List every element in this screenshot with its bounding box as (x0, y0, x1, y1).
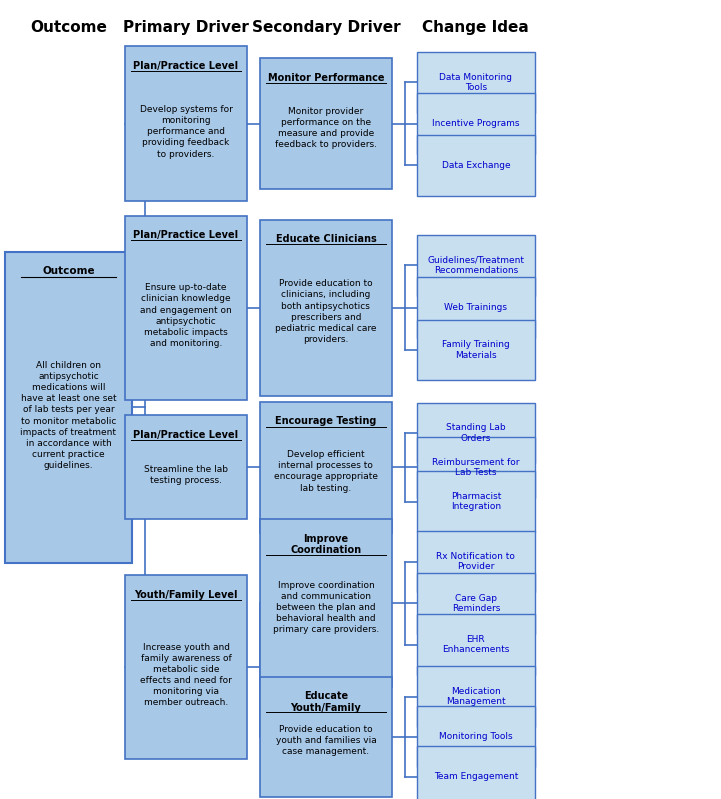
Text: Medication
Management: Medication Management (446, 687, 505, 706)
Text: Outcome: Outcome (43, 266, 94, 276)
FancyBboxPatch shape (260, 58, 392, 189)
FancyBboxPatch shape (125, 46, 247, 201)
Text: Plan/Practice Level: Plan/Practice Level (133, 61, 239, 71)
FancyBboxPatch shape (417, 135, 535, 196)
Text: Outcome: Outcome (30, 21, 107, 35)
FancyBboxPatch shape (417, 471, 535, 532)
Text: Web Trainings: Web Trainings (444, 303, 508, 312)
FancyBboxPatch shape (260, 220, 392, 396)
Text: Standing Lab
Orders: Standing Lab Orders (446, 423, 505, 443)
Text: Family Training
Materials: Family Training Materials (442, 340, 510, 360)
FancyBboxPatch shape (417, 573, 535, 634)
FancyBboxPatch shape (125, 216, 247, 400)
Text: Improve coordination
and communication
between the plan and
behavioral health an: Improve coordination and communication b… (273, 581, 379, 634)
FancyBboxPatch shape (417, 320, 535, 380)
Text: Monitor provider
performance on the
measure and provide
feedback to providers.: Monitor provider performance on the meas… (275, 107, 377, 149)
FancyBboxPatch shape (260, 519, 392, 687)
Text: Educate Clinicians: Educate Clinicians (275, 234, 376, 244)
Text: Change Idea: Change Idea (423, 21, 529, 35)
Text: All children on
antipsychotic
medications will
have at least one set
of lab test: All children on antipsychotic medication… (20, 361, 117, 470)
FancyBboxPatch shape (417, 531, 535, 592)
Text: Encourage Testing: Encourage Testing (275, 416, 376, 427)
Text: Rx Notification to
Provider: Rx Notification to Provider (436, 552, 516, 571)
Text: Streamline the lab
testing process.: Streamline the lab testing process. (144, 465, 228, 486)
Text: Improve
Coordination: Improve Coordination (291, 534, 361, 555)
Text: Care Gap
Reminders: Care Gap Reminders (451, 594, 500, 613)
FancyBboxPatch shape (5, 252, 132, 563)
FancyBboxPatch shape (417, 403, 535, 463)
Text: Incentive Programs: Incentive Programs (432, 119, 520, 129)
FancyBboxPatch shape (260, 677, 392, 797)
Text: Increase youth and
family awareness of
metabolic side
effects and need for
monit: Increase youth and family awareness of m… (140, 643, 232, 707)
Text: Provide education to
clinicians, including
both antipsychotics
prescribers and
p: Provide education to clinicians, includi… (275, 280, 376, 344)
FancyBboxPatch shape (417, 235, 535, 296)
FancyBboxPatch shape (417, 614, 535, 675)
Text: Primary Driver: Primary Driver (123, 21, 249, 35)
Text: Develop systems for
monitoring
performance and
providing feedback
to providers.: Develop systems for monitoring performan… (140, 105, 232, 158)
Text: Youth/Family Level: Youth/Family Level (134, 590, 238, 600)
Text: Monitoring Tools: Monitoring Tools (439, 732, 513, 741)
FancyBboxPatch shape (260, 402, 392, 533)
FancyBboxPatch shape (417, 706, 535, 767)
Text: Provide education to
youth and families via
case management.: Provide education to youth and families … (275, 725, 376, 757)
FancyBboxPatch shape (417, 746, 535, 799)
FancyBboxPatch shape (417, 437, 535, 498)
Text: Ensure up-to-date
clinician knowledge
and engagement on
antipsychotic
metabolic : Ensure up-to-date clinician knowledge an… (140, 284, 232, 348)
Text: Reimbursement for
Lab Tests: Reimbursement for Lab Tests (432, 458, 520, 477)
Text: Plan/Practice Level: Plan/Practice Level (133, 430, 239, 440)
Text: Team Engagement: Team Engagement (433, 772, 518, 781)
Text: Plan/Practice Level: Plan/Practice Level (133, 230, 239, 240)
FancyBboxPatch shape (417, 666, 535, 727)
Text: EHR
Enhancements: EHR Enhancements (442, 635, 510, 654)
Text: Data Monitoring
Tools: Data Monitoring Tools (439, 73, 513, 92)
FancyBboxPatch shape (417, 277, 535, 338)
Text: Educate
Youth/Family: Educate Youth/Family (291, 691, 361, 713)
FancyBboxPatch shape (417, 52, 535, 113)
Text: Develop efficient
internal processes to
encourage appropriate
lab testing.: Develop efficient internal processes to … (274, 451, 378, 492)
Text: Monitor Performance: Monitor Performance (267, 73, 384, 83)
Text: Guidelines/Treatment
Recommendations: Guidelines/Treatment Recommendations (428, 256, 524, 275)
Text: Data Exchange: Data Exchange (441, 161, 510, 170)
FancyBboxPatch shape (125, 575, 247, 759)
FancyBboxPatch shape (417, 93, 535, 154)
Text: Secondary Driver: Secondary Driver (252, 21, 400, 35)
FancyBboxPatch shape (125, 415, 247, 519)
Text: Pharmacist
Integration: Pharmacist Integration (451, 492, 501, 511)
